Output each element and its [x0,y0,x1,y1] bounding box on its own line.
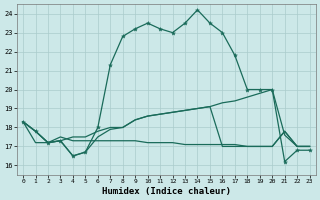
X-axis label: Humidex (Indice chaleur): Humidex (Indice chaleur) [102,187,231,196]
